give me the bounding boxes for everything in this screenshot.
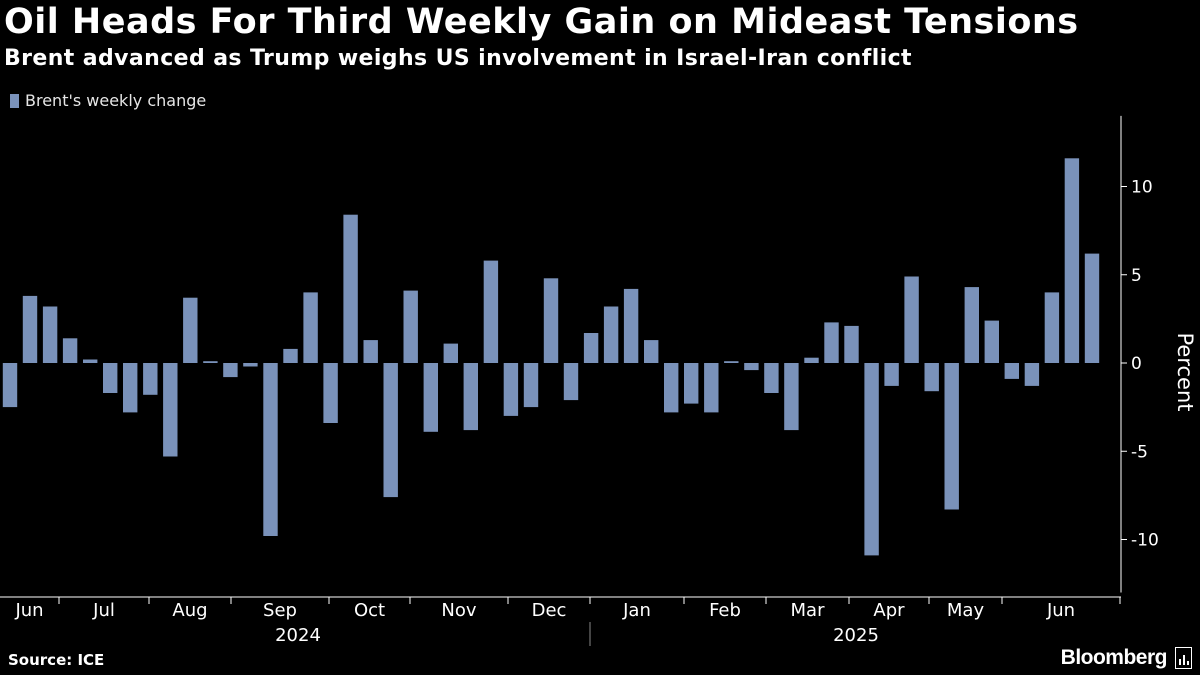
x-tick-label: Sep (263, 600, 297, 621)
bar (2, 363, 18, 408)
bar (664, 363, 679, 413)
bar (904, 276, 919, 363)
bar (864, 363, 879, 556)
brand-name: Bloomberg (1060, 646, 1168, 669)
bar (103, 363, 118, 393)
bar (343, 214, 358, 363)
x-tick-label: Apr (873, 600, 905, 621)
bloomberg-logo-icon (1175, 647, 1192, 669)
bar (62, 338, 78, 363)
legend-label: Brent's weekly change (25, 91, 207, 110)
bar (724, 361, 739, 363)
bar (223, 363, 238, 378)
x-tick-label: Jul (92, 600, 115, 621)
x-tick-label: Mar (791, 600, 826, 621)
bar (403, 290, 418, 363)
bar (42, 306, 58, 363)
x-tick-label: Jan (622, 600, 651, 621)
bar (964, 287, 979, 363)
bar (824, 322, 839, 363)
y-tick-label: 10 (1131, 178, 1153, 198)
x-tick-label: Dec (532, 600, 567, 621)
source-note: Source: ICE (8, 651, 105, 669)
bar (383, 363, 398, 498)
bar (563, 363, 579, 401)
bar (163, 363, 178, 457)
bar (243, 363, 258, 367)
bar (804, 357, 819, 363)
bar (83, 359, 98, 363)
x-tick-label: Feb (709, 600, 741, 621)
y-tick-label: -5 (1131, 442, 1148, 462)
bar (303, 292, 318, 363)
bar (623, 288, 639, 363)
bar (984, 320, 999, 363)
chart-title: Oil Heads For Third Weekly Gain on Midea… (4, 2, 1079, 42)
legend: Brent's weekly change (10, 91, 206, 110)
bar (784, 363, 799, 431)
y-tick-label: -10 (1131, 531, 1159, 551)
bar (684, 363, 699, 404)
bar (944, 363, 959, 510)
chart-subtitle: Brent advanced as Trump weighs US involv… (4, 46, 912, 71)
bar (744, 363, 759, 371)
bar (884, 363, 899, 386)
bar (263, 363, 278, 536)
y-tick-label: 0 (1131, 354, 1142, 374)
x-tick-label: May (947, 600, 985, 621)
bar (523, 363, 539, 408)
bar (844, 325, 859, 363)
bar (22, 295, 38, 363)
x-tick-label: Aug (172, 600, 207, 621)
bar (323, 363, 338, 423)
bar (283, 348, 298, 363)
bar (1044, 292, 1060, 363)
bar (1024, 363, 1040, 386)
bar (363, 340, 378, 363)
year-label: 2025 (833, 625, 879, 646)
y-axis-title: Percent (1173, 332, 1197, 411)
legend-swatch (10, 93, 19, 108)
bar (583, 333, 599, 363)
bar (924, 363, 939, 392)
bar (143, 363, 158, 395)
bar (1064, 158, 1080, 363)
bar (443, 343, 458, 363)
x-tick-label: Jun (14, 600, 43, 621)
bar (203, 361, 218, 363)
bar (764, 363, 779, 393)
bar (463, 363, 478, 431)
x-tick-label: Nov (441, 600, 476, 621)
bar (1084, 253, 1100, 363)
bar (503, 363, 519, 416)
bar (183, 297, 198, 363)
bar (123, 363, 138, 413)
bar (644, 340, 659, 363)
bar (543, 278, 559, 363)
bar (704, 363, 719, 413)
x-tick-label: Jun (1046, 600, 1075, 621)
y-tick-label: 5 (1131, 266, 1142, 286)
bar (483, 260, 499, 363)
brand: Bloomberg (1061, 646, 1192, 670)
bar (603, 306, 619, 363)
year-label: 2024 (275, 625, 321, 646)
bar (423, 363, 438, 432)
bar (1004, 363, 1019, 379)
x-tick-label: Oct (354, 600, 385, 621)
